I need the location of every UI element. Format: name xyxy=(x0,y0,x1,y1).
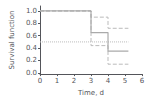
svg-text:Survival function: Survival function xyxy=(8,11,16,70)
svg-text:2: 2 xyxy=(72,77,76,85)
svg-text:0.8: 0.8 xyxy=(26,19,37,27)
svg-text:6: 6 xyxy=(140,77,145,85)
svg-text:Time, d: Time, d xyxy=(77,89,104,97)
svg-text:5: 5 xyxy=(123,77,127,85)
svg-text:1: 1 xyxy=(55,77,59,85)
svg-text:1.0: 1.0 xyxy=(26,7,37,15)
svg-text:3: 3 xyxy=(89,77,93,85)
svg-text:0.0: 0.0 xyxy=(26,69,37,77)
svg-text:0.2: 0.2 xyxy=(26,56,37,64)
svg-text:0.6: 0.6 xyxy=(26,32,38,40)
svg-text:0.4: 0.4 xyxy=(26,44,38,52)
svg-text:0: 0 xyxy=(38,77,42,85)
svg-text:4: 4 xyxy=(106,77,111,85)
